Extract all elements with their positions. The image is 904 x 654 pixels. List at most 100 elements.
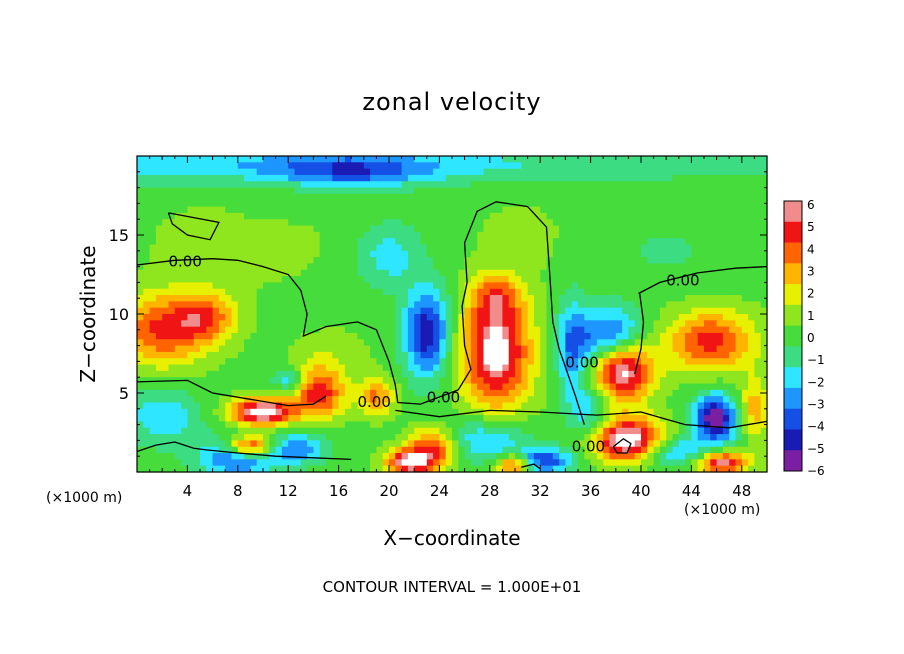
field-cell bbox=[256, 358, 264, 366]
field-cell bbox=[647, 282, 655, 290]
field-cell bbox=[433, 181, 440, 189]
field-cell bbox=[300, 427, 308, 435]
field-cell bbox=[754, 453, 762, 460]
field-cell bbox=[489, 383, 497, 391]
field-cell bbox=[666, 421, 674, 429]
field-cell bbox=[596, 440, 604, 448]
field-cell bbox=[735, 156, 743, 163]
field-cell bbox=[540, 421, 548, 429]
field-cell bbox=[376, 174, 384, 182]
field-cell bbox=[678, 282, 686, 290]
field-cell bbox=[187, 168, 195, 176]
field-cell bbox=[433, 244, 440, 252]
field-cell bbox=[659, 263, 667, 271]
field-cell bbox=[470, 415, 478, 423]
field-cell bbox=[735, 200, 743, 208]
field-cell bbox=[212, 351, 220, 359]
field-cell bbox=[407, 314, 415, 321]
field-cell bbox=[206, 181, 214, 189]
field-cell bbox=[722, 453, 730, 460]
field-cell bbox=[647, 244, 655, 252]
field-cell bbox=[294, 377, 302, 385]
field-cell bbox=[470, 250, 478, 258]
field-cell bbox=[244, 225, 251, 233]
field-cell bbox=[615, 219, 623, 227]
field-cell bbox=[206, 453, 214, 460]
field-cell bbox=[634, 288, 642, 296]
field-cell bbox=[578, 288, 585, 296]
field-cell bbox=[496, 320, 503, 328]
field-cell bbox=[508, 276, 516, 283]
field-cell bbox=[628, 453, 636, 460]
field-cell bbox=[281, 377, 289, 385]
field-cell bbox=[357, 389, 365, 397]
field-cell bbox=[464, 206, 472, 214]
field-cell bbox=[603, 231, 611, 239]
field-cell bbox=[137, 244, 144, 252]
field-cell bbox=[596, 421, 604, 429]
field-cell bbox=[344, 339, 352, 347]
field-cell bbox=[571, 156, 579, 163]
field-cell bbox=[231, 200, 239, 208]
field-cell bbox=[307, 257, 314, 265]
field-cell bbox=[218, 332, 226, 340]
field-cell bbox=[672, 358, 680, 366]
field-cell bbox=[508, 288, 516, 296]
field-cell bbox=[187, 351, 195, 359]
field-cell bbox=[452, 389, 459, 397]
field-cell bbox=[483, 446, 491, 454]
field-cell bbox=[200, 402, 207, 410]
field-cell bbox=[678, 212, 686, 220]
field-cell bbox=[741, 446, 749, 454]
field-cell bbox=[596, 446, 604, 454]
field-cell bbox=[704, 383, 711, 391]
field-cell bbox=[552, 339, 560, 347]
field-cell bbox=[433, 250, 440, 258]
field-cell bbox=[515, 345, 522, 353]
field-cell bbox=[275, 351, 283, 359]
field-cell bbox=[647, 174, 655, 182]
field-cell bbox=[168, 282, 176, 290]
field-cell bbox=[168, 295, 176, 302]
field-cell bbox=[741, 200, 749, 208]
field-cell bbox=[181, 332, 188, 340]
field-cell bbox=[231, 396, 239, 404]
field-cell bbox=[445, 402, 453, 410]
field-cell bbox=[559, 326, 566, 334]
field-cell bbox=[653, 212, 661, 220]
field-cell bbox=[760, 156, 768, 163]
field-cell bbox=[748, 453, 755, 460]
field-cell bbox=[754, 225, 762, 233]
field-cell bbox=[174, 288, 182, 296]
field-cell bbox=[735, 269, 743, 277]
field-cell bbox=[741, 193, 749, 201]
field-cell bbox=[395, 263, 403, 271]
field-cell bbox=[389, 156, 396, 163]
field-cell bbox=[200, 193, 207, 201]
field-cell bbox=[319, 162, 327, 170]
field-cell bbox=[332, 427, 340, 435]
field-cell bbox=[250, 193, 258, 201]
field-cell bbox=[326, 389, 333, 397]
field-cell bbox=[363, 351, 371, 359]
field-cell bbox=[603, 332, 611, 340]
field-cell bbox=[603, 282, 611, 290]
field-cell bbox=[187, 282, 195, 290]
field-cell bbox=[162, 396, 170, 404]
field-cell bbox=[533, 257, 541, 265]
field-cell bbox=[155, 257, 163, 265]
field-cell bbox=[407, 187, 415, 195]
field-cell bbox=[704, 446, 711, 454]
field-cell bbox=[533, 402, 541, 410]
field-cell bbox=[313, 332, 321, 340]
field-cell bbox=[672, 440, 680, 448]
field-cell bbox=[483, 465, 491, 473]
field-cell bbox=[722, 345, 730, 353]
field-cell bbox=[269, 174, 277, 182]
field-cell bbox=[603, 345, 611, 353]
field-cell bbox=[407, 288, 415, 296]
field-cell bbox=[143, 206, 151, 214]
field-cell bbox=[653, 244, 661, 252]
field-cell bbox=[244, 427, 251, 435]
field-cell bbox=[439, 408, 447, 416]
